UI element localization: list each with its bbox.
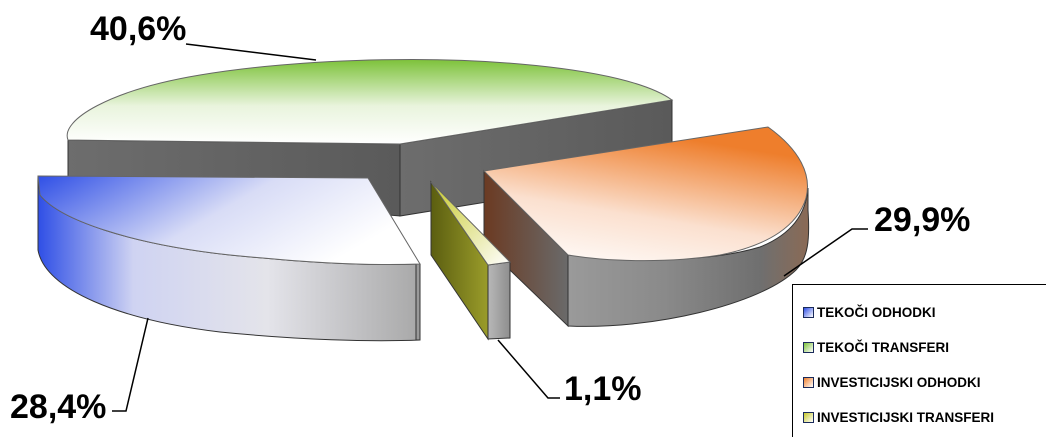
legend-swatch xyxy=(803,342,814,353)
legend-label: TEKOČI TRANSFERI xyxy=(817,340,949,355)
data-label-tekoci-transferi: 40,6% xyxy=(90,10,186,48)
legend-swatch xyxy=(803,307,814,318)
data-label-investicijski-odhodki: 29,9% xyxy=(874,201,970,239)
legend-swatch xyxy=(803,412,814,423)
slice-investicijski-transferi-side xyxy=(488,262,510,339)
legend-label: TEKOČI ODHODKI xyxy=(817,305,936,320)
legend-label: INVESTICIJSKI ODHODKI xyxy=(817,375,981,390)
legend-item: INVESTICIJSKI ODHODKI xyxy=(793,365,1046,400)
slice-tekoci-odhodki xyxy=(38,176,420,341)
leader-line-tekoci-transferi xyxy=(186,44,316,60)
legend-item: TEKOČI TRANSFERI xyxy=(793,330,1046,365)
data-label-investicijski-transferi: 1,1% xyxy=(564,370,642,408)
legend-item: TEKOČI ODHODKI xyxy=(793,295,1046,330)
legend-label: INVESTICIJSKI TRANSFERI xyxy=(817,410,994,425)
legend-item: INVESTICIJSKI TRANSFERI xyxy=(793,400,1046,435)
data-label-tekoci-odhodki: 28,4% xyxy=(10,388,106,426)
leader-line-tekoci-odhodki xyxy=(112,318,148,411)
slice-tekoci-odhodki-cut xyxy=(416,264,420,340)
leader-line-investicijski-transferi xyxy=(498,340,560,398)
chart-legend: TEKOČI ODHODKI TEKOČI TRANSFERI INVESTICIJ… xyxy=(792,284,1046,437)
legend-swatch xyxy=(803,377,814,388)
